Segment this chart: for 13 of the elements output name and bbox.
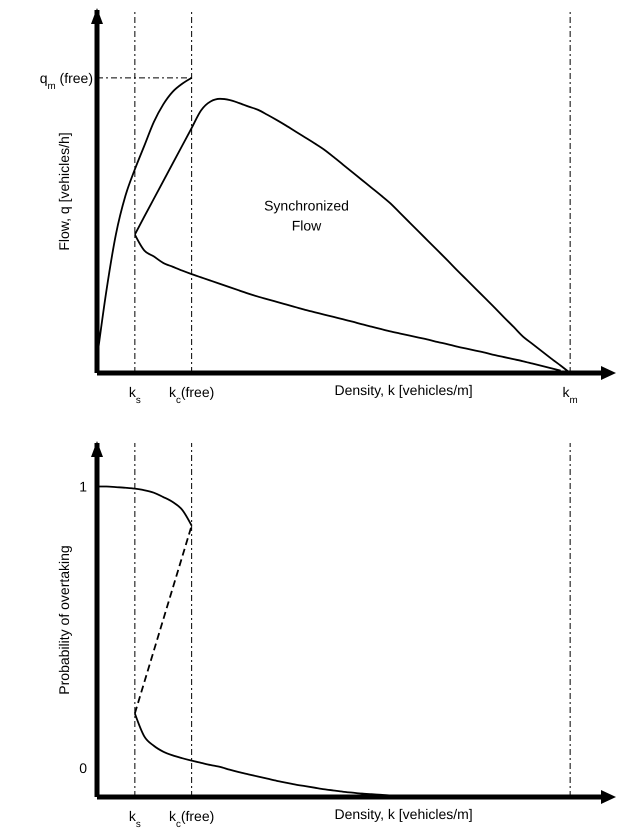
x-tick-label: k$_{s}$	[128, 808, 141, 830]
text: 1	[79, 478, 88, 494]
x-tick-label: k$_{c}$(free)	[168, 808, 214, 830]
x-tick-label: k$_{m}$	[562, 384, 578, 406]
y-axis-title: Flow, q [vehicles/h]	[56, 132, 72, 251]
text: 0	[79, 760, 88, 776]
ref-line-label: q$_{m}$ (free)	[40, 70, 93, 92]
x-axis-title: Density, k [vehicles/m]	[334, 806, 473, 822]
y-axis-title: Probability of overtaking	[56, 545, 72, 695]
x-axis-title: Density, k [vehicles/m]	[334, 382, 473, 398]
x-tick-label: k$_{c}$(free)	[168, 384, 214, 406]
annotation: Synchronized Flow	[264, 198, 349, 234]
x-tick-label: k$_{s}$	[128, 384, 141, 406]
